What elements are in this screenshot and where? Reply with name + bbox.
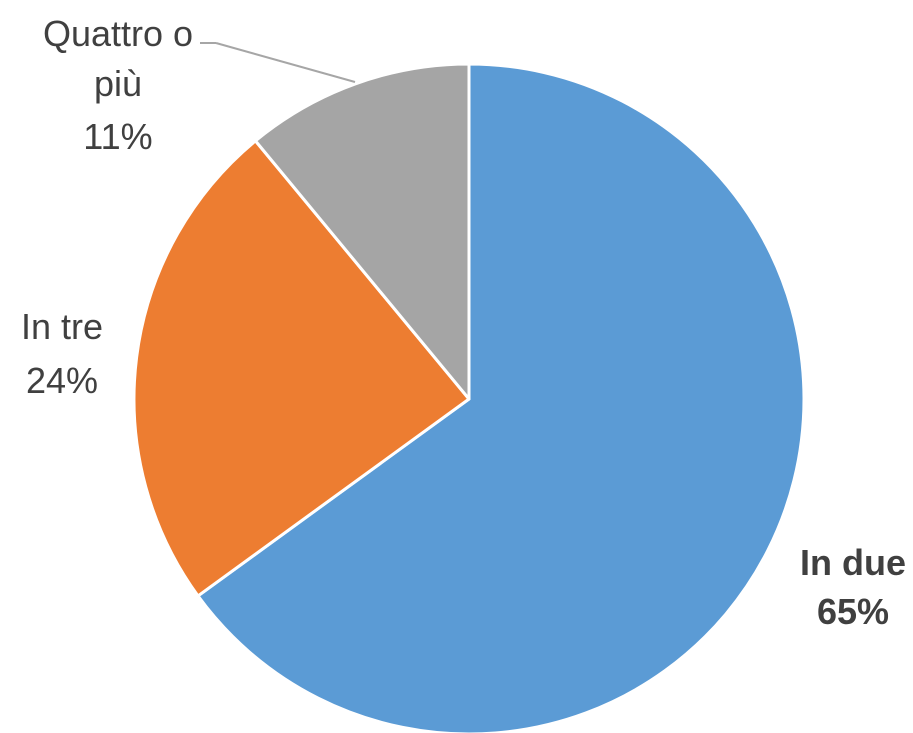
pie-slice-quattro-o-pi	[253, 62, 471, 401]
pie-slices	[132, 62, 806, 733]
pie-slice-in-tre	[132, 139, 471, 598]
pie-slice-in-due	[196, 62, 806, 733]
slice-label-value-in-tre: 24%	[26, 360, 98, 401]
slice-label-name-in-tre: In tre	[21, 306, 103, 347]
slice-label-name-quattro-o-piu-line2: più	[94, 63, 142, 104]
slice-label-name-in-due: In due	[800, 542, 906, 583]
slice-label-name-quattro-o-piu-line1: Quattro o	[43, 13, 193, 54]
leader-line-quattro-o-piu-diagonal	[215, 42, 356, 83]
slice-labels: In due 65% In tre 24% Quattro o più 11%	[21, 13, 906, 632]
slice-label-value-in-due: 65%	[817, 591, 889, 632]
slice-label-value-quattro-o-piu: 11%	[83, 116, 152, 157]
